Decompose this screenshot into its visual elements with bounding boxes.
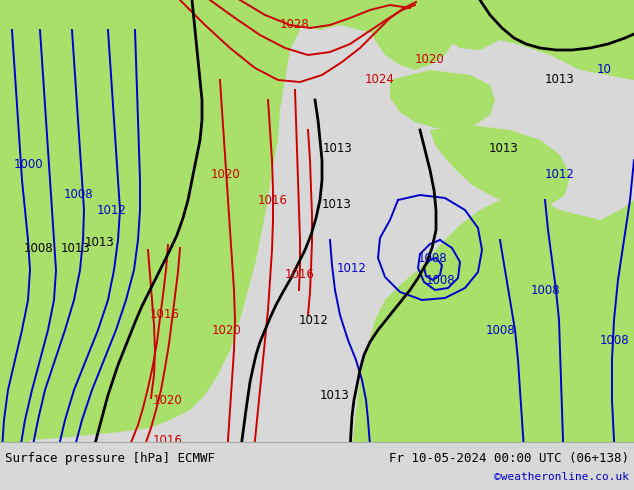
Text: Fr 10-05-2024 00:00 UTC (06+138): Fr 10-05-2024 00:00 UTC (06+138) — [389, 451, 629, 465]
Text: Surface pressure [hPa] ECMWF: Surface pressure [hPa] ECMWF — [5, 451, 215, 465]
Text: ©weatheronline.co.uk: ©weatheronline.co.uk — [494, 472, 629, 482]
Text: 1024: 1024 — [365, 74, 395, 87]
Text: 1016: 1016 — [153, 434, 183, 446]
Text: 1012: 1012 — [97, 203, 127, 217]
Text: 1000: 1000 — [13, 158, 43, 172]
Polygon shape — [430, 125, 570, 210]
Polygon shape — [0, 0, 20, 440]
Text: 1016: 1016 — [258, 194, 288, 206]
Text: 1008: 1008 — [63, 189, 93, 201]
Text: 1012: 1012 — [545, 169, 575, 181]
Text: 1008: 1008 — [530, 284, 560, 296]
Text: 1008: 1008 — [485, 323, 515, 337]
Text: 1013: 1013 — [85, 236, 115, 248]
Text: 1020: 1020 — [153, 393, 183, 407]
Text: 1008: 1008 — [425, 273, 455, 287]
Text: 1020: 1020 — [211, 169, 241, 181]
Text: 1013: 1013 — [322, 198, 352, 212]
Polygon shape — [0, 440, 30, 490]
Text: 1028: 1028 — [280, 19, 310, 31]
Text: 1020: 1020 — [212, 323, 242, 337]
Text: 1012: 1012 — [337, 262, 367, 274]
Text: 1013: 1013 — [320, 389, 350, 401]
Text: 1020: 1020 — [153, 464, 183, 476]
Polygon shape — [370, 10, 460, 70]
Text: 10: 10 — [597, 64, 611, 76]
Polygon shape — [0, 0, 634, 80]
Text: 1008: 1008 — [417, 251, 447, 265]
Text: 1013: 1013 — [489, 142, 519, 154]
Text: 1016: 1016 — [285, 269, 315, 281]
Polygon shape — [490, 0, 634, 80]
Text: 1016: 1016 — [150, 309, 180, 321]
Text: 1008: 1008 — [23, 242, 53, 254]
Polygon shape — [0, 0, 300, 440]
Polygon shape — [390, 70, 495, 130]
Text: 1012: 1012 — [299, 314, 329, 326]
Text: 1013: 1013 — [545, 74, 575, 87]
Text: 1020: 1020 — [415, 53, 445, 67]
Polygon shape — [350, 195, 634, 490]
Text: 1013: 1013 — [323, 142, 353, 154]
Text: 1008: 1008 — [599, 334, 629, 346]
Text: 1013: 1013 — [61, 242, 91, 254]
Bar — [0, 442, 634, 490]
